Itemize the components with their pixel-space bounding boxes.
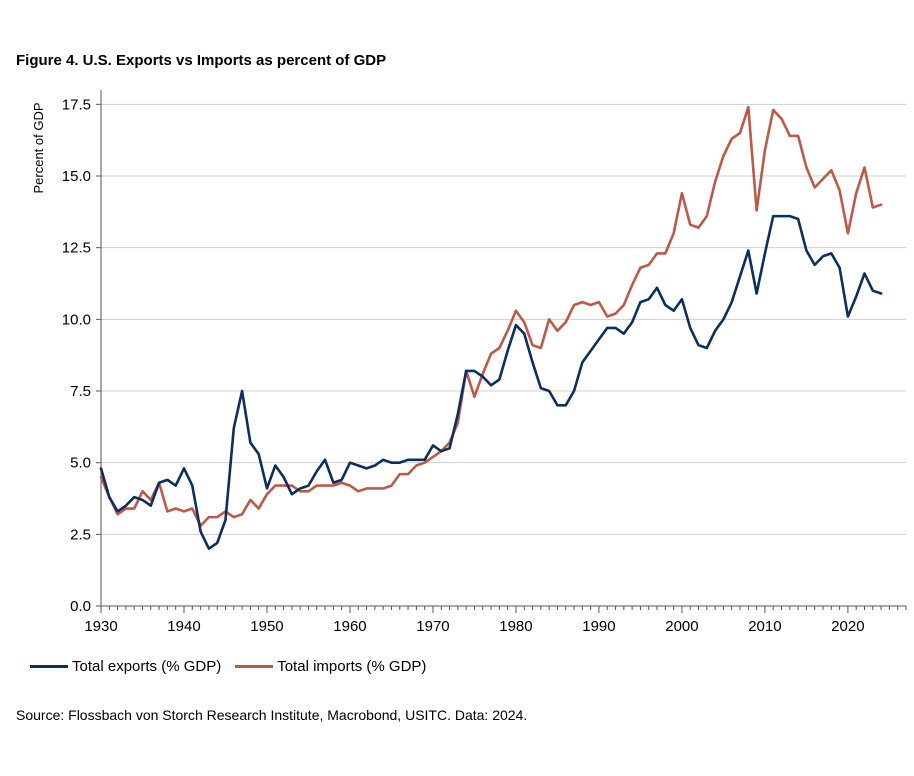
- axes: 0.0 2.5 5.0 7.5 10.0 12.5 15.0 17.5 1930 1940 1950…: [62, 90, 907, 635]
- legend-label-exports: Total exports (% GDP): [72, 658, 222, 675]
- y-tick-label: 2.5: [70, 526, 91, 543]
- x-tick-label: 2000: [665, 618, 698, 635]
- legend: Total exports (% GDP) Total imports (% G…: [30, 658, 440, 675]
- grid-lines: [101, 103, 906, 535]
- legend-item-exports: Total exports (% GDP): [30, 658, 221, 675]
- y-tick-label: 7.5: [70, 383, 91, 400]
- y-tick-label: 17.5: [62, 96, 91, 113]
- line-chart: 0.0 2.5 5.0 7.5 10.0 12.5 15.0 17.5 1930 1940 1950…: [31, 90, 907, 635]
- x-tick-label: 2010: [748, 618, 781, 635]
- x-tick-label: 1990: [582, 618, 615, 635]
- y-tick-label: 12.5: [62, 240, 91, 257]
- x-tick-label: 1960: [333, 618, 366, 635]
- x-tick-label: 1970: [416, 618, 449, 635]
- series-line-imports: [99, 105, 883, 528]
- y-tick-label: 0.0: [70, 598, 91, 615]
- legend-swatch-exports: [30, 665, 68, 668]
- source-note: Source: Flossbach von Storch Research In…: [16, 707, 528, 723]
- chart-title: Figure 4. U.S. Exports vs Imports as per…: [16, 52, 387, 69]
- legend-item-imports: Total imports (% GDP): [235, 658, 426, 675]
- series-line-exports: [99, 214, 883, 550]
- legend-label-imports: Total imports (% GDP): [277, 658, 427, 675]
- series-group: [99, 105, 883, 550]
- x-tick-label: 1930: [84, 618, 117, 635]
- y-tick-label: 5.0: [70, 455, 91, 472]
- y-axis-label: Percent of GDP: [31, 102, 46, 193]
- x-tick-label: 2020: [831, 618, 864, 635]
- x-tick-label: 1980: [499, 618, 532, 635]
- y-tick-label: 15.0: [62, 168, 91, 185]
- y-tick-label: 10.0: [62, 311, 91, 328]
- legend-swatch-imports: [235, 665, 274, 668]
- x-tick-label: 1940: [167, 618, 200, 635]
- x-tick-label: 1950: [250, 618, 283, 635]
